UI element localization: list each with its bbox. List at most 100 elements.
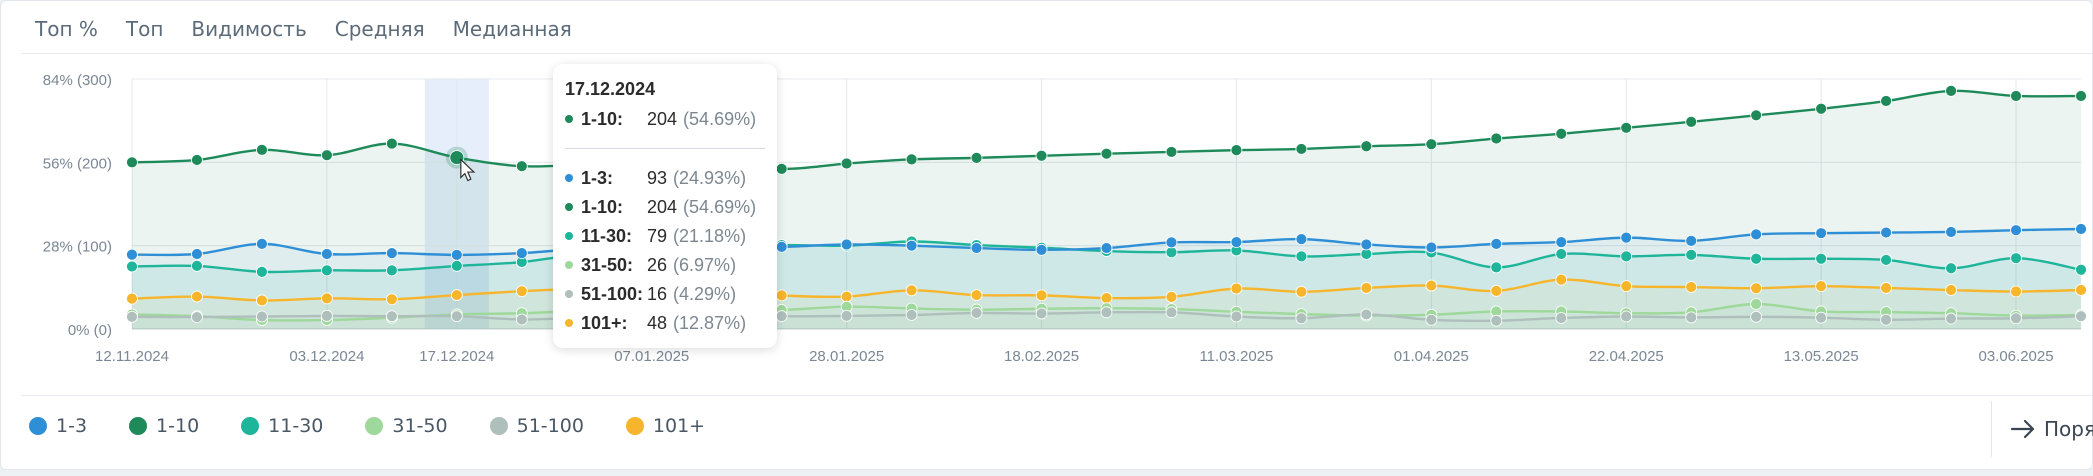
metric-tabs: Топ % Топ Видимость Средняя Медианная [21,7,586,53]
data-point-1-10 [1620,121,1633,134]
tooltip-label-31-50: 31-50: [581,254,634,275]
tabs-divider [21,53,2092,54]
data-point-51-100 [905,309,918,321]
data-point-1-3 [1230,236,1243,248]
x-tick-label: 03.06.2025 [1978,348,2053,365]
data-point-101+ [1165,290,1178,303]
data-point-101+ [905,284,918,297]
tooltip-pct-101-plus: (12.87%) [673,312,747,333]
data-point-101+ [1880,282,1892,294]
data-point-11-30 [385,264,398,277]
arrow-right-icon [2010,419,2035,439]
data-point-51-100 [970,307,983,319]
data-point-101+ [1035,289,1048,302]
tooltip-pct-31-50: (6.97%) [673,254,737,275]
data-point-51-100 [320,310,333,322]
data-point-51-100 [1035,307,1048,320]
data-point-51-100 [2075,310,2087,323]
data-point-1-3 [1035,243,1048,256]
data-point-101+ [775,289,788,302]
tooltip-dot-31-50 [565,261,573,269]
legend-dot-51-100 [489,417,508,435]
tooltip-value-101-plus: 48 [647,312,668,333]
data-point-51-100 [1100,306,1113,319]
legend-item-101-plus[interactable]: 101+ [625,415,706,437]
tab-median[interactable]: Медианная [452,17,572,41]
data-point-51-100 [1815,311,1828,324]
data-point-11-30 [1815,252,1828,265]
tooltip-highlight-label: 1-10: [581,108,624,129]
data-point-101+ [1100,292,1113,304]
legend-item-1-10[interactable]: 1-10 [129,415,199,437]
data-point-1-10 [970,151,983,164]
data-point-101+ [515,285,528,298]
tooltip-value-51-100: 16 [647,283,668,304]
x-tick-label: 28.01.2025 [809,348,884,365]
y-tick-label: 28% (100) [43,239,112,256]
data-point-11-30 [1555,248,1568,260]
legend-dot-31-50 [365,417,384,435]
data-point-101+ [2075,284,2087,296]
data-point-11-30 [191,260,203,272]
tab-top[interactable]: Топ [125,17,164,41]
data-point-1-10 [256,143,268,156]
legend-label-11-30: 11-30 [268,415,324,437]
data-point-1-10 [1880,95,1892,107]
legend-item-1-3[interactable]: 1-3 [29,415,87,437]
tooltip-pct-11-30: (21.18%) [673,225,747,246]
order-button[interactable]: Поря [1991,401,2093,457]
data-point-1-3 [515,247,528,260]
data-point-51-100 [126,310,138,323]
data-point-11-30 [256,265,268,278]
data-point-101+ [1750,282,1763,295]
tab-top-percent[interactable]: Топ % [35,17,98,41]
ranking-line-chart[interactable]: 0% (0) 28% (100) 56% (200) 84% (300) 12.11.2… [1,59,2093,389]
data-point-1-3 [2075,223,2087,235]
data-point-101+ [970,289,983,301]
data-point-1-3 [1880,226,1892,239]
data-point-1-3 [320,248,333,260]
tooltip-row-1-3: 1-3: 93 (24.93%) [565,167,746,189]
tooltip-pct-1-3: (24.93%) [673,167,747,188]
tooltip-value-1-10: 204 [647,196,678,217]
tooltip-value-31-50: 26 [647,254,668,275]
tooltip-row-11-30: 11-30: 79 (21.18%) [565,225,746,247]
data-point-1-10 [1945,85,1957,97]
data-point-101+ [256,294,268,307]
data-point-1-3 [1620,231,1633,244]
tooltip-dot-11-30 [565,232,573,240]
x-tick-label: 01.04.2025 [1394,348,1469,365]
data-point-51-100 [840,310,853,322]
legend-item-51-100[interactable]: 51-100 [489,415,584,437]
data-point-1-10 [126,156,138,169]
data-point-1-10 [840,157,853,170]
tooltip-separator [565,148,765,149]
data-point-1-3 [1165,236,1178,249]
legend-label-1-10: 1-10 [156,415,200,437]
legend-label-31-50: 31-50 [392,415,448,437]
x-tick-label: 13.05.2025 [1784,348,1859,365]
legend-label-101-plus: 101+ [652,415,706,437]
data-point-1-10 [320,149,333,162]
data-point-51-100 [1555,312,1568,324]
tooltip-highlight-pct: (54.69%) [683,108,757,129]
legend-item-31-50[interactable]: 31-50 [365,415,448,437]
data-point-1-10 [1425,138,1438,151]
data-point-1-10 [1165,146,1178,158]
data-point-51-100 [515,313,528,326]
x-tick-label: 03.12.2024 [289,348,364,365]
tooltip-date: 17.12.2024 [565,79,656,99]
data-point-101+ [2010,285,2022,298]
data-point-11-30 [126,260,138,273]
legend-label-1-3: 1-3 [56,415,88,437]
data-point-1-3 [191,248,203,260]
data-point-101+ [191,290,203,303]
data-point-1-10 [191,154,203,166]
tab-visibility[interactable]: Видимость [191,17,307,41]
tab-average[interactable]: Средняя [334,17,425,41]
data-point-1-3 [2010,224,2022,237]
data-point-101+ [1360,282,1373,294]
legend-item-11-30[interactable]: 11-30 [241,415,323,437]
chart-legend: 1-3 1-10 11-30 31-50 51-100 101+ [29,415,747,437]
